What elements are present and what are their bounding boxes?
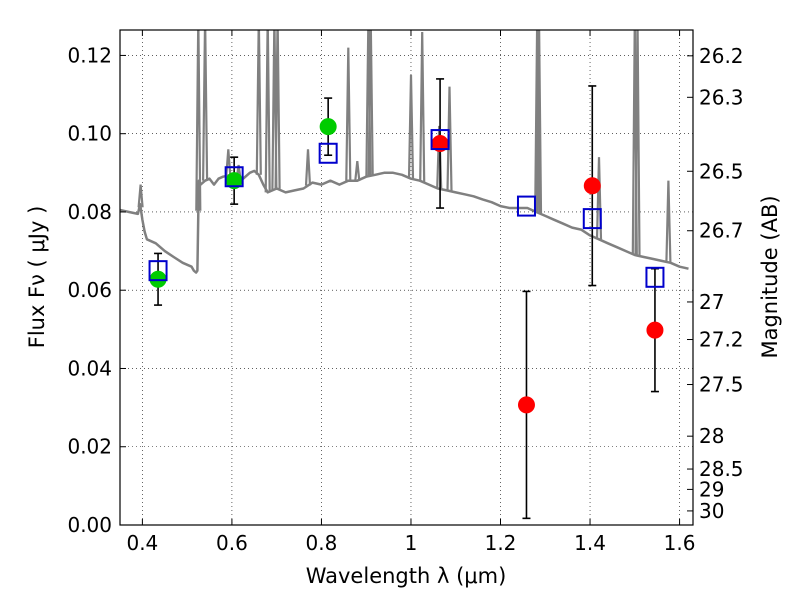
grid: [120, 30, 693, 526]
y-tick-label: 0.12: [67, 43, 112, 67]
photometry-point: [319, 118, 337, 136]
y-tick-label: 0.06: [67, 278, 112, 302]
right-tick-label: 28.5: [699, 457, 744, 481]
emission-line-spike: [367, 30, 374, 176]
right-tick-label: 26.7: [699, 219, 744, 243]
emission-line-spike: [195, 30, 202, 211]
x-tick-label: 1.6: [664, 531, 696, 555]
right-tick-label: 30: [699, 499, 724, 523]
emission-line-spike: [446, 86, 453, 192]
x-tick-label: 0.6: [216, 531, 248, 555]
y-tick-label: 0.10: [67, 122, 112, 146]
emission-line-spike: [419, 31, 426, 182]
emission-line-spike: [304, 149, 312, 186]
model-flux-square: [645, 266, 665, 288]
x-axis-label: Wavelength λ (μm): [306, 564, 507, 588]
x-tick-label: 1.2: [485, 531, 517, 555]
marker-layer: [148, 78, 665, 520]
model-flux-square: [516, 195, 536, 217]
emission-line-spike: [535, 30, 543, 214]
right-tick-label: 27.5: [699, 373, 744, 397]
y-tick-label: 0.04: [67, 356, 112, 380]
emission-line-spike: [202, 30, 209, 181]
emission-line-spike: [665, 180, 672, 263]
right-tick-label: 26.3: [699, 85, 744, 109]
right-tick-label: 27.2: [699, 328, 744, 352]
emission-line-spike: [634, 30, 641, 256]
model-flux-square: [148, 260, 168, 282]
emission-line-spike: [137, 184, 144, 208]
y-tick-label: 0.00: [67, 513, 112, 537]
plot-frame: [119, 29, 694, 526]
x-tick-label: 0.8: [306, 531, 338, 555]
data-layer: [120, 30, 689, 274]
x-tick-label: 1: [405, 531, 418, 555]
emission-line-spike: [407, 74, 415, 179]
photometry-point: [646, 321, 664, 339]
x-tick-label: 0.4: [126, 531, 158, 555]
model-flux-square: [582, 208, 602, 230]
right-tick-label: 27: [699, 290, 724, 314]
axes: 0.4 0.6 0.8 1 1.2 1.4 1.6 0.00 0.02 0.04 0.06 0.08 0…: [67, 30, 744, 555]
photometry-point: [583, 177, 601, 195]
emission-line-spike: [274, 30, 281, 189]
right-tick-label: 29: [699, 477, 724, 501]
x-tick-label: 1.4: [574, 531, 606, 555]
plot-background: [120, 30, 693, 525]
model-spectrum-line: [120, 169, 689, 274]
right-tick-label: 26.5: [699, 159, 744, 183]
right-tick-label: 28: [699, 424, 724, 448]
y-tick-label: 0.08: [67, 200, 112, 224]
emission-line-spike: [345, 47, 352, 181]
emission-line-spike: [264, 30, 271, 193]
y-tick-label: 0.02: [67, 435, 112, 459]
model-flux-square: [318, 142, 338, 164]
model-flux-square: [224, 166, 244, 188]
right-tick-label: 26.2: [699, 44, 744, 68]
y-axis-label-right: Magnitude (AB): [758, 195, 782, 358]
y-axis-label: Flux Fν ( μJy ): [25, 206, 49, 349]
photometry-point: [517, 396, 535, 414]
emission-line-spike: [354, 160, 361, 181]
model-flux-square: [430, 129, 450, 151]
emission-line-spike: [255, 30, 262, 175]
